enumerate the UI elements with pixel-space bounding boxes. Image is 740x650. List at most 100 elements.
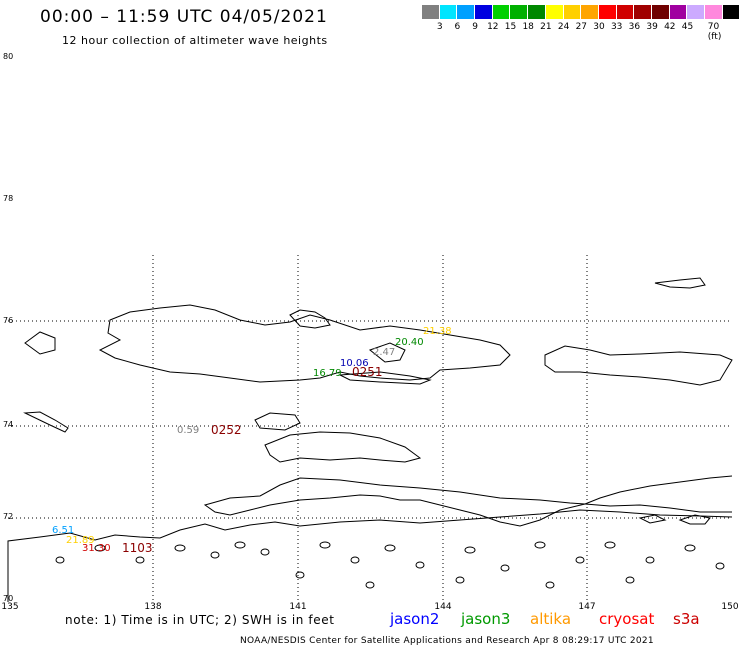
lat-label-72: 72	[3, 512, 14, 521]
islet	[174, 544, 186, 552]
legend-swatch	[669, 5, 688, 19]
island-lyakhovsky	[264, 431, 422, 463]
islet	[464, 546, 476, 554]
island-stolbovoy	[254, 412, 301, 431]
legend-label: 21	[540, 22, 552, 32]
islet	[625, 576, 635, 584]
island-kotelny	[98, 304, 511, 383]
islet	[415, 561, 425, 569]
satellite-label-cryosat: cryosat	[599, 610, 655, 628]
legend-label: 24	[557, 22, 570, 32]
islet	[645, 556, 655, 564]
legend-label: 18	[522, 22, 534, 32]
pass-time-label: 1103	[122, 541, 153, 555]
map-subtitle: 12 hour collection of altimeter wave hei…	[62, 34, 328, 47]
legend-label: 70 (ft)	[707, 22, 722, 42]
islet	[350, 556, 360, 564]
islet	[384, 544, 396, 552]
delta-islets	[55, 541, 725, 589]
islet	[365, 581, 375, 589]
credit-line: NOAA/NESDIS Center for Satellite Applica…	[240, 636, 654, 646]
legend-label: 30	[593, 22, 605, 32]
map-title: 00:00 – 11:59 UTC 04/05/2021	[40, 7, 328, 27]
lon-label-141: 141	[289, 602, 307, 612]
wave-height-label: 31.30	[82, 543, 111, 554]
coastlines	[7, 277, 733, 602]
legend-swatch	[422, 5, 440, 19]
satellite-label-s3a: s3a	[673, 610, 700, 628]
island-bunge	[289, 309, 331, 329]
island-faddeyevsky	[368, 342, 406, 363]
islet	[715, 562, 725, 570]
islet	[575, 556, 585, 564]
islet	[684, 544, 696, 552]
satellite-label-jason2: jason2	[390, 610, 440, 628]
legend-swatch	[492, 5, 511, 19]
islet	[210, 551, 220, 559]
islet	[94, 544, 106, 552]
lat-label-70: 70	[3, 594, 14, 603]
lat-label-80: 80	[3, 52, 14, 61]
islet	[500, 564, 510, 572]
satellite-label-altika: altika	[530, 610, 572, 628]
legend-label: 36	[628, 22, 641, 32]
islet	[55, 556, 65, 564]
graticule	[8, 255, 732, 602]
legend-swatch	[634, 5, 652, 19]
wave-height-label: 2.47	[373, 347, 396, 358]
legend-swatch	[528, 5, 546, 19]
wave-height-label: 21.38	[423, 326, 452, 337]
legend-swatch	[581, 5, 599, 19]
legend-swatch	[510, 5, 529, 19]
lat-label-76: 76	[3, 316, 14, 325]
lon-label-150: 150	[721, 602, 739, 612]
pass-time-label: 0252	[211, 423, 242, 437]
legend-swatch	[598, 5, 617, 19]
color-scale-labels: 3 6 9 12 15 18 21 24 27 30 33 36 39 42 45 70 (ft)	[422, 22, 740, 42]
legend-swatch	[475, 5, 493, 19]
wave-height-label: 21.89	[66, 535, 95, 546]
legend-label: 27	[575, 22, 588, 32]
islet	[545, 581, 555, 589]
legend-swatch	[687, 5, 705, 19]
island-small-north	[24, 331, 56, 355]
islet-se2	[638, 514, 667, 524]
island-belkovsky	[23, 411, 69, 433]
lon-label-144: 144	[434, 602, 452, 612]
legend-label: 9	[472, 22, 478, 32]
islet	[135, 556, 145, 564]
island-east	[544, 345, 733, 386]
pass-time-label: 0251	[352, 365, 383, 379]
lon-label-138: 138	[144, 602, 162, 612]
islet	[604, 541, 616, 549]
islet	[234, 541, 246, 549]
legend-swatch	[563, 5, 582, 19]
legend-label: 39	[646, 22, 658, 32]
coastline-east-lower	[584, 503, 732, 513]
wave-height-label: 16.79	[313, 368, 342, 379]
islet	[260, 548, 270, 556]
island-bennett	[654, 277, 706, 289]
legend-label: 33	[610, 22, 623, 32]
footer-note: note: 1) Time is in UTC; 2) SWH is in fe…	[65, 613, 335, 627]
wave-height-label: 6.51	[52, 525, 75, 536]
islet	[534, 541, 546, 549]
lat-label-78: 78	[3, 194, 14, 203]
legend-label: 12	[487, 22, 499, 32]
satellite-label-jason3: jason3	[461, 610, 511, 628]
color-scale-legend	[422, 5, 740, 19]
islet	[455, 576, 465, 584]
legend-swatch	[651, 5, 670, 19]
legend-label: 45	[681, 22, 694, 32]
wave-height-label: 10.06	[340, 358, 369, 369]
lon-label-147: 147	[578, 602, 596, 612]
legend-label: 42	[664, 22, 676, 32]
legend-label: 15	[504, 22, 517, 32]
coastline-east	[584, 475, 733, 505]
wave-height-label: 0.59	[177, 425, 200, 436]
legend-swatch	[439, 5, 458, 19]
wave-height-label: 20.40	[395, 337, 424, 348]
legend-label: 6	[454, 22, 461, 32]
coastline-mainland-east	[203, 477, 586, 527]
